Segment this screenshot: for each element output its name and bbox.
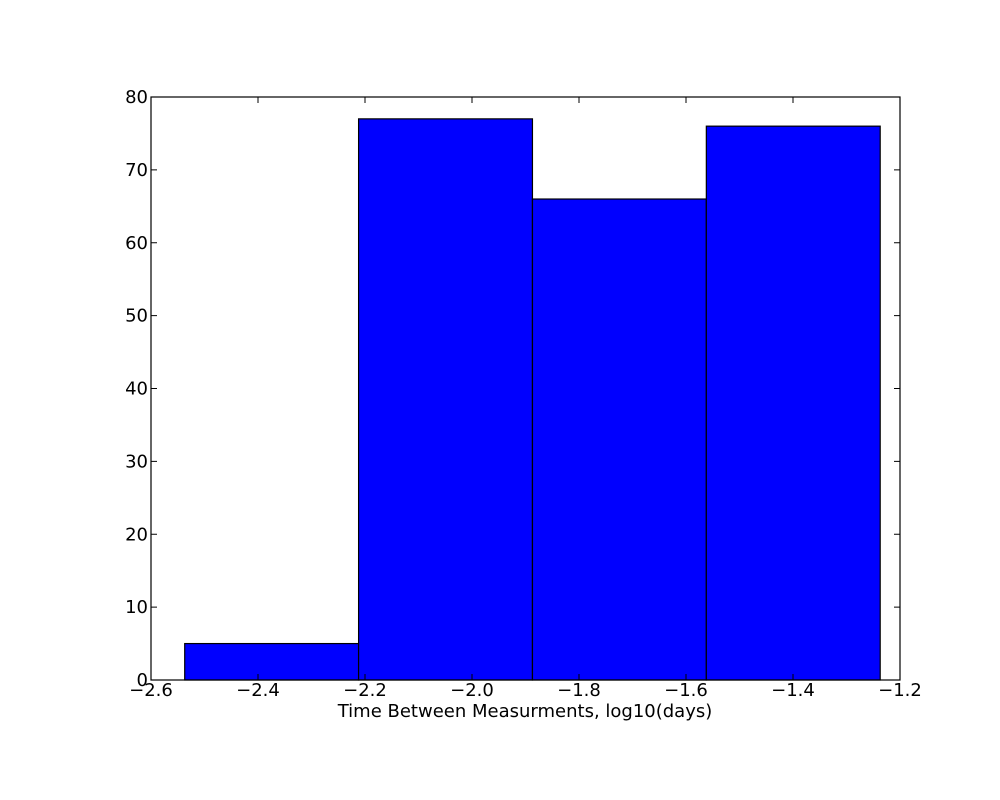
histogram-bar-3 [705,125,881,681]
y-tick-label-1: 10 [125,597,148,618]
y-tick-label-5: 50 [125,306,148,327]
histogram-bar-2 [531,198,707,681]
y-tick-label-2: 20 [125,524,148,545]
x-tick-label-0: −2.6 [129,680,173,701]
x-tick-label-2: −2.2 [343,680,387,701]
y-tick-label-3: 30 [125,451,148,472]
x-tick-label-3: −2.0 [450,680,494,701]
x-axis-label: Time Between Measurments, log10(days) [337,701,713,722]
y-tick-label-0: 0 [137,670,148,691]
y-tick-label-6: 60 [125,233,148,254]
y-tick-label-8: 80 [125,87,148,108]
y-tick-label-7: 70 [125,160,148,181]
bars-layer [184,118,881,681]
x-tick-label-1: −2.4 [236,680,280,701]
plot-frame [150,96,901,681]
histogram-bar-0 [184,642,360,681]
y-tick-label-4: 40 [125,379,148,400]
histogram-bar-1 [357,118,534,681]
x-tick-label-4: −1.8 [557,680,601,701]
x-tick-label-6: −1.4 [771,680,815,701]
tick-labels-layer: −2.6 −2.4 −2.2 −2.0 −1.8 −1.6 −1.4 −1.2 0 10 20 30 4… [125,87,922,701]
x-tick-label-7: −1.2 [878,680,922,701]
x-tick-label-5: −1.6 [664,680,708,701]
